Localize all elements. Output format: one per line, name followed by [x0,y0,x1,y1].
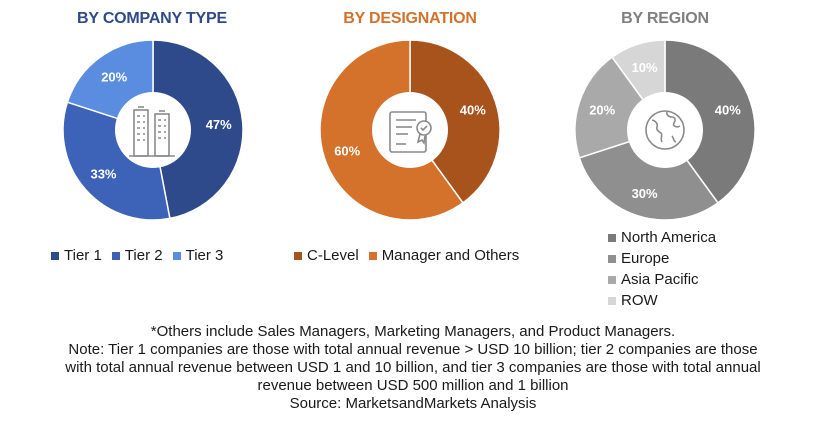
chart-title-company-type: BY COMPANY TYPE [77,10,227,27]
legend-item-asia-pacific: Asia Pacific [608,269,716,290]
legend-swatch [51,251,59,260]
data-label-europe: 30% [632,186,658,201]
data-label-tier-3: 20% [101,70,127,85]
office-building-icon [129,106,175,157]
legend-item-tier-3: Tier 3 [172,247,224,264]
legend-item-row: ROW [608,290,716,311]
slice-c-level [409,40,500,204]
legend-label: Europe [621,250,670,267]
legend-swatch [111,251,120,260]
slice-north-america [664,40,755,204]
legend-swatch [172,251,181,260]
legend-item-north-america: North America [608,227,716,248]
designation-legend: C-Level Manager and Others [294,247,529,264]
legend-label: C-Level [307,247,359,264]
legend-item-c-level: C-Level [294,247,359,264]
chart-title-region: BY REGION [621,10,709,27]
designation-donut-chart: 40% 60% [320,40,500,221]
legend-label: North America [621,229,717,246]
legend-label: Tier 2 [124,247,163,264]
footnote-note-line-1: Note: Tier 1 companies are those with to… [68,341,758,358]
legend-label: Tier 3 [185,247,224,264]
data-label-north-america: 40% [715,103,741,118]
legend-label: Asia Pacific [621,271,699,288]
legend-label: ROW [621,292,658,309]
legend-swatch [294,251,302,260]
region-donut-chart: 40% 30% 20% 10% [575,40,755,221]
company-type-donut-chart: 47% 33% 20% [63,40,243,221]
data-label-manager-and-others: 60% [334,143,360,158]
legend-swatch [608,254,616,263]
legend-swatch [608,275,616,284]
data-label-tier-1: 47% [206,117,232,132]
footnote-others: *Others include Sales Managers, Marketin… [150,323,676,340]
legend-item-tier-1: Tier 1 [51,247,102,264]
chart-title-designation: BY DESIGNATION [343,10,477,27]
footnotes: *Others include Sales Managers, Marketin… [0,323,826,413]
legend-item-tier-2: Tier 2 [111,247,163,264]
footnote-source: Source: MarketsandMarkets Analysis [289,395,537,412]
data-label-row: 10% [632,60,658,75]
region-legend: North America Europe Asia Pacific ROW [608,227,716,311]
globe-icon [645,110,685,150]
slice-europe [578,129,719,221]
slice-tier-1 [152,40,243,220]
legend-item-manager-and-others: Manager and Others [368,247,520,264]
footnote-note-line-3: revenue between USD 500 million and 1 bi… [257,377,569,394]
data-label-c-level: 40% [460,103,486,118]
data-label-asia-pacific: 20% [589,103,615,118]
legend-item-europe: Europe [608,248,716,269]
data-label-tier-2: 33% [90,167,116,182]
legend-label: Manager and Others [381,247,520,264]
company-type-legend: Tier 1 Tier 2 Tier 3 [51,247,233,264]
footnote-note-line-2: with total annual revenue between USD 1 … [65,359,761,376]
legend-swatch [608,233,616,242]
legend-swatch [608,296,616,305]
legend-swatch [368,251,377,260]
certificate-document-icon [389,111,432,153]
legend-label: Tier 1 [64,247,102,264]
